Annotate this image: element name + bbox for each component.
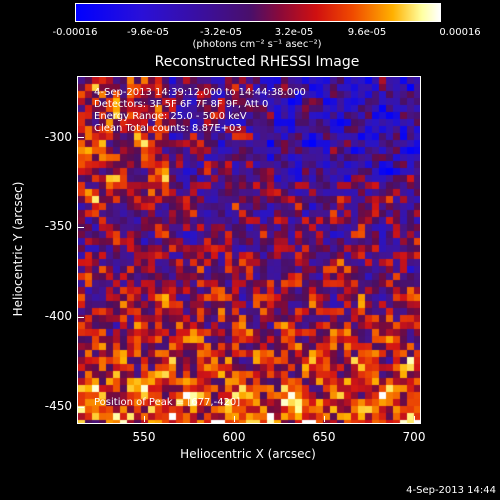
colorbar-tick-label: -0.00016 (52, 27, 98, 38)
y-tick-mark (78, 317, 84, 318)
colorbar-tick-label: -3.2e-05 (200, 27, 242, 38)
plot-timestamp: 4-Sep-2013 14:44 (406, 485, 496, 496)
x-tick-mark (324, 416, 325, 422)
heatmap-image (78, 77, 420, 423)
colorbar-tick-label: 9.6e-05 (347, 27, 387, 38)
colorbar-tick-label: 3.2e-05 (274, 27, 314, 38)
peak-position-text: Position of Peak = [677,-420] (94, 397, 241, 408)
x-tick-mark (144, 416, 145, 422)
plot-title: Reconstructed RHESSI Image (154, 54, 360, 70)
x-tick-label: 650 (312, 430, 336, 444)
detectors-text: Detectors: 3F 5F 6F 7F 8F 9F, Att 0 (94, 99, 269, 110)
y-tick-mark (78, 137, 84, 138)
colorbar (75, 3, 441, 22)
colorbar-tick-label: -9.6e-05 (127, 27, 169, 38)
clean-counts-text: Clean Total counts: 8.87E+03 (94, 123, 242, 134)
x-tick-label: 700 (402, 430, 426, 444)
time-range-text: 4-Sep-2013 14:39:12.000 to 14:44:38.000 (94, 87, 306, 98)
x-tick-mark (414, 416, 415, 422)
x-tick-label: 600 (222, 430, 246, 444)
y-tick-label: -350 (44, 219, 72, 233)
energy-range-text: Energy Range: 25.0 - 50.0 keV (94, 111, 247, 122)
heatmap-plot: 4-Sep-2013 14:39:12.000 to 14:44:38.000 … (77, 76, 421, 424)
y-tick-mark (78, 407, 84, 408)
y-tick-label: -400 (44, 309, 72, 323)
colorbar-tick-label: 0.00016 (439, 27, 481, 38)
x-axis-label: Heliocentric X (arcsec) (180, 447, 316, 461)
x-tick-mark (234, 416, 235, 422)
y-tick-mark (78, 227, 84, 228)
x-tick-label: 550 (132, 430, 156, 444)
y-tick-label: -450 (44, 399, 72, 413)
y-tick-label: -300 (44, 130, 72, 144)
y-axis-label: Heliocentric Y (arcsec) (11, 181, 25, 317)
colorbar-units: (photons cm⁻² s⁻¹ asec⁻²) (192, 39, 322, 50)
